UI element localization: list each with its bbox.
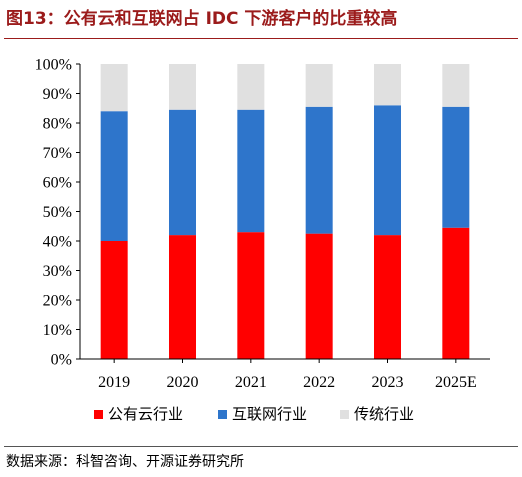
source-note: 数据来源：科智咨询、开源证券研究所 [6, 454, 244, 470]
legend-swatch [340, 410, 349, 419]
bar-2022-series-1 [305, 106, 333, 234]
y-tick-label: 40% [43, 234, 72, 251]
bar-2023-series-0 [374, 235, 401, 359]
chart-title: 图13：公有云和互联网占 IDC 下游客户的比重较高 [6, 9, 398, 29]
y-tick-label: 70% [43, 145, 72, 162]
source-divider [4, 446, 518, 447]
x-tick-label: 2019 [98, 374, 130, 391]
bar-2019-series-1 [100, 111, 128, 241]
y-tick-label: 30% [43, 263, 72, 280]
bar-2023-series-2 [374, 64, 401, 106]
bar-2025E-series-1 [442, 106, 470, 228]
x-tick-label: 2020 [167, 374, 199, 391]
bar-2025E-series-0 [442, 227, 470, 359]
legend-swatch [218, 410, 227, 419]
bar-2019-series-0 [100, 241, 128, 359]
bar-2021-series-1 [237, 109, 265, 233]
title-divider [4, 38, 518, 39]
y-tick-label: 50% [43, 204, 72, 221]
legend-label: 传统行业 [354, 405, 414, 423]
legend-swatch [94, 410, 103, 419]
bar-2023-series-1 [374, 105, 401, 236]
y-tick-label: 90% [43, 86, 72, 103]
x-tick-label: 2022 [303, 374, 335, 391]
x-tick-label: 2025E [435, 374, 477, 391]
bar-2020-series-2 [169, 64, 196, 110]
bar-2021-series-2 [237, 64, 265, 110]
y-tick-label: 80% [43, 116, 72, 133]
bar-2025E-series-2 [442, 64, 470, 107]
x-tick-label: 2023 [372, 374, 404, 391]
y-tick-label: 100% [35, 57, 72, 74]
stacked-bar-chart: 2019 2020 2021 2022 2023 2025E 0% 10% 20% 30% 40% 5… [35, 57, 490, 423]
y-tick-label: 10% [43, 322, 72, 339]
bar-2022-series-0 [305, 233, 333, 360]
bar-2019-series-2 [100, 64, 128, 112]
bar-2022-series-2 [305, 64, 333, 107]
bar-2021-series-0 [237, 232, 265, 359]
x-tick-label: 2021 [235, 374, 267, 391]
legend-label: 互联网行业 [232, 405, 307, 423]
y-tick-label: 60% [43, 175, 72, 192]
bar-2020-series-0 [169, 235, 196, 359]
y-tick-label: 0% [51, 352, 72, 369]
bar-2020-series-1 [169, 109, 196, 236]
legend-label: 公有云行业 [108, 405, 183, 423]
y-tick-label: 20% [43, 293, 72, 310]
